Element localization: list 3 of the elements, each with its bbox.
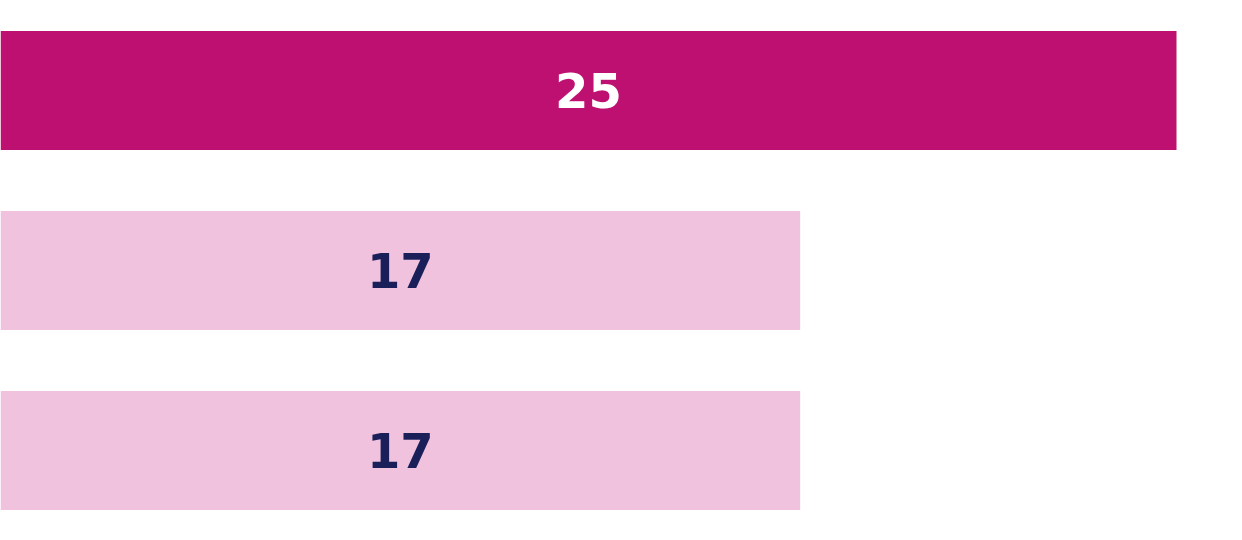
data-label: 17 [366, 423, 434, 479]
data-label: 17 [366, 243, 434, 299]
data-label: 25 [555, 63, 622, 119]
